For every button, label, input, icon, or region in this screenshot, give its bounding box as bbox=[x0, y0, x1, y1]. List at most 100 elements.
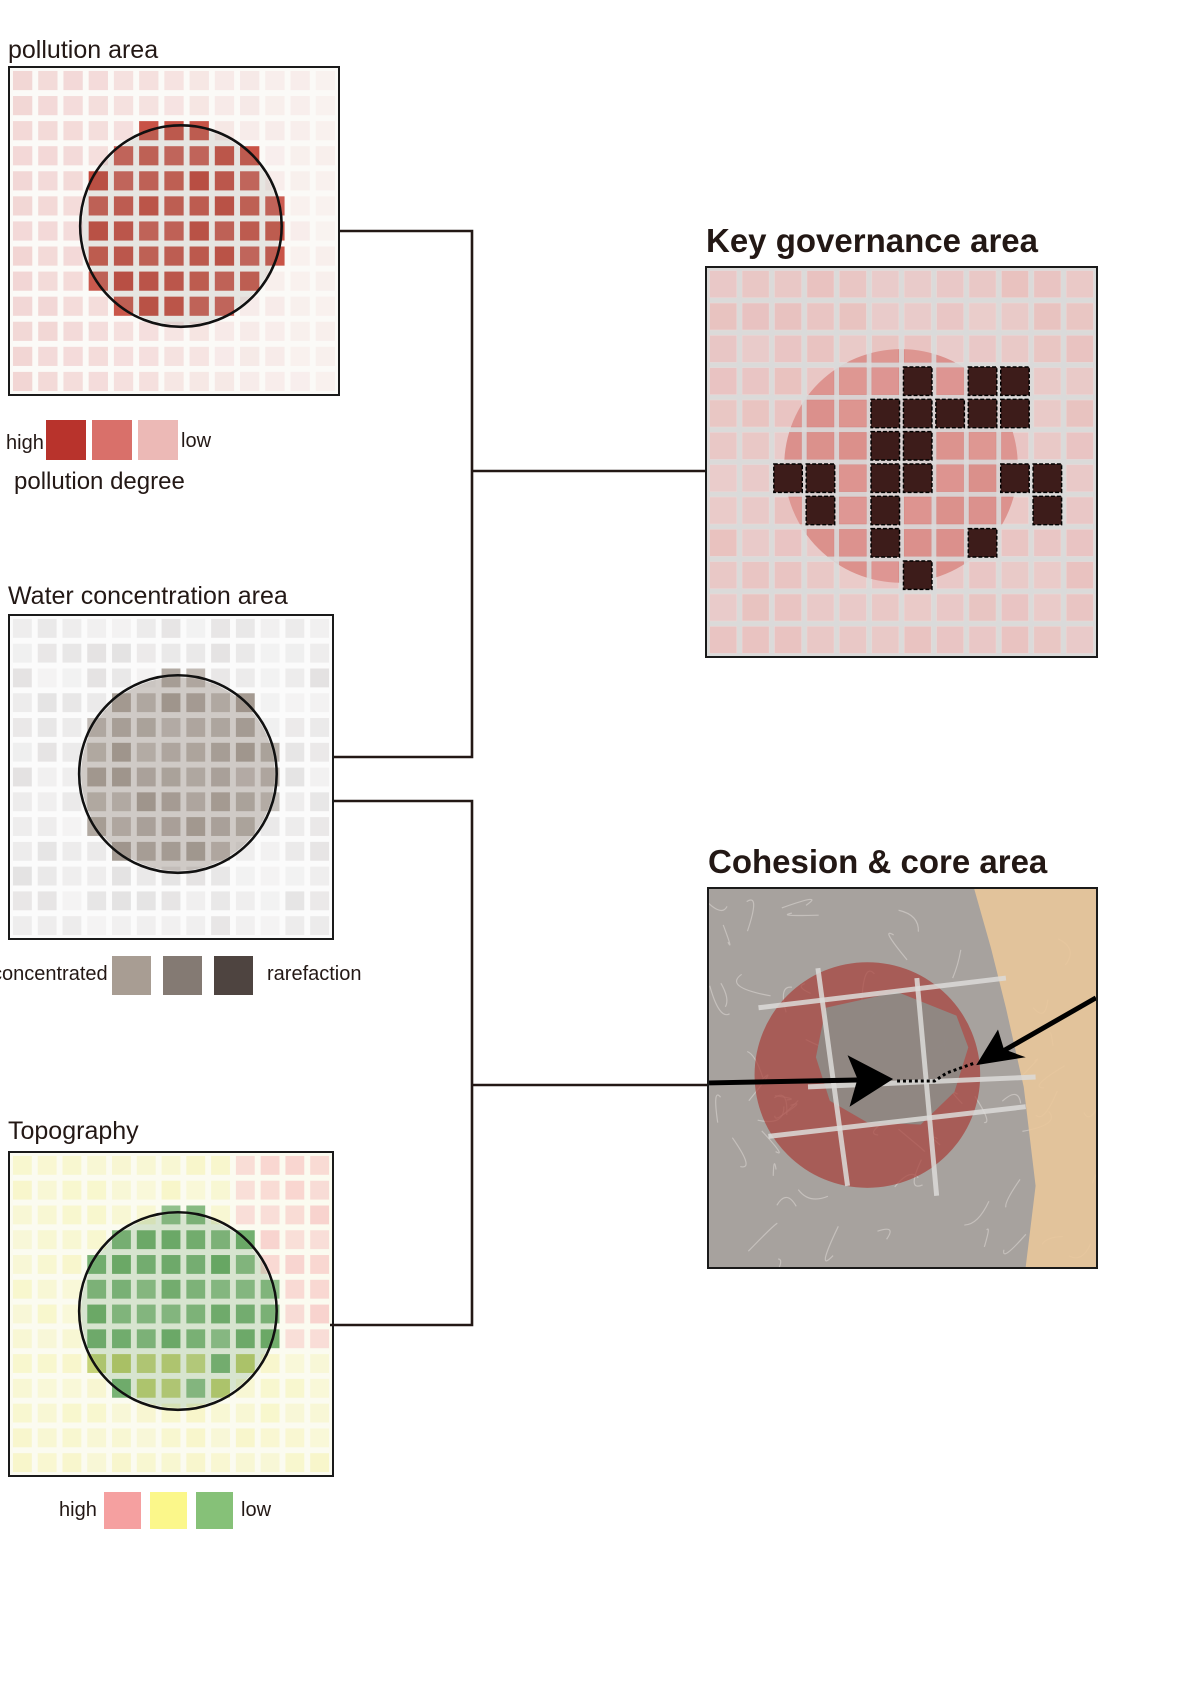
topography-cell bbox=[235, 1180, 255, 1200]
topography-map bbox=[8, 1151, 334, 1477]
pollution-cell bbox=[189, 146, 209, 166]
water-cell bbox=[37, 742, 57, 762]
pollution-cell bbox=[315, 246, 336, 266]
water-cell bbox=[285, 742, 305, 762]
pollution-cell bbox=[189, 70, 209, 91]
pollution-cell bbox=[139, 96, 159, 116]
cohesion-texture-stroke bbox=[786, 912, 819, 917]
pollution-cell bbox=[88, 196, 108, 216]
topography-cell bbox=[37, 1329, 57, 1349]
pollution-cell bbox=[290, 346, 310, 366]
key-cell bbox=[807, 303, 834, 330]
key-cell bbox=[839, 497, 867, 524]
key-cell bbox=[807, 270, 834, 298]
pollution-cell bbox=[265, 146, 285, 166]
topography-cell bbox=[186, 1255, 206, 1274]
water-cell bbox=[87, 718, 107, 737]
topography-cell bbox=[186, 1180, 206, 1200]
topography-cell bbox=[310, 1354, 330, 1373]
pollution-cell bbox=[290, 371, 310, 392]
water-cell bbox=[186, 792, 206, 812]
water-cell bbox=[112, 792, 131, 812]
topography-cell bbox=[260, 1354, 280, 1373]
pollution-cell bbox=[189, 296, 209, 316]
pollution-cell bbox=[38, 146, 58, 166]
key-cell bbox=[936, 561, 964, 589]
key-cell bbox=[872, 303, 899, 330]
water-cell bbox=[136, 693, 156, 713]
pollution-cell bbox=[12, 70, 33, 91]
topography-cell bbox=[112, 1180, 131, 1200]
water-cell bbox=[235, 767, 255, 787]
key-cell bbox=[969, 626, 996, 654]
pollution-cell bbox=[214, 321, 235, 341]
pollution-cell bbox=[315, 296, 336, 316]
cohesion-road bbox=[768, 1104, 1026, 1139]
water-cell bbox=[62, 618, 82, 638]
pollution-cell bbox=[139, 296, 159, 316]
key-cell bbox=[1066, 626, 1094, 654]
pollution-cell bbox=[113, 246, 134, 266]
pollution-cell bbox=[63, 121, 83, 141]
pollution-cell bbox=[214, 221, 235, 241]
pollution-cell bbox=[139, 196, 159, 216]
pollution-cell bbox=[88, 371, 108, 392]
key-cell bbox=[969, 303, 996, 330]
water-cell bbox=[235, 742, 255, 762]
topography-cell bbox=[12, 1329, 32, 1349]
key-cell bbox=[1034, 626, 1061, 654]
water-swatch-rarefaction bbox=[214, 956, 253, 995]
topography-cell bbox=[161, 1453, 181, 1473]
topography-cell bbox=[211, 1453, 230, 1473]
cohesion-road bbox=[914, 977, 940, 1196]
water-cell bbox=[161, 668, 181, 688]
water-cell bbox=[186, 693, 206, 713]
topography-cell bbox=[87, 1453, 107, 1473]
pollution-cell bbox=[88, 296, 108, 316]
water-cell bbox=[62, 767, 82, 787]
pollution-cell bbox=[265, 221, 285, 241]
water-cell bbox=[260, 817, 280, 836]
water-cell bbox=[161, 891, 181, 911]
key-cell bbox=[839, 335, 867, 363]
cohesion-texture-stroke bbox=[983, 1228, 989, 1248]
key-cell bbox=[904, 270, 931, 298]
water-cell bbox=[62, 916, 82, 936]
topography-cell bbox=[310, 1230, 330, 1250]
water-cell bbox=[285, 891, 305, 911]
topography-cell bbox=[235, 1205, 255, 1225]
water-cell bbox=[112, 767, 131, 787]
key-governance-cell bbox=[870, 495, 901, 526]
cohesion-texture-stroke bbox=[777, 1258, 782, 1267]
pollution-cell bbox=[139, 271, 159, 291]
pollution-cell bbox=[63, 146, 83, 166]
water-rarefaction-label: rarefaction bbox=[267, 963, 362, 985]
water-cell bbox=[12, 866, 32, 886]
key-cell bbox=[807, 626, 834, 654]
water-cell bbox=[161, 841, 181, 861]
pollution-cell bbox=[139, 371, 159, 392]
pollution-cell bbox=[63, 246, 83, 266]
topography-cell bbox=[12, 1180, 32, 1200]
water-cell bbox=[161, 792, 181, 812]
pollution-cell bbox=[189, 346, 209, 366]
water-cell bbox=[211, 767, 230, 787]
key-governance-cell bbox=[805, 463, 836, 494]
water-cell bbox=[136, 841, 156, 861]
key-governance-cell bbox=[1032, 463, 1063, 494]
water-cell bbox=[37, 767, 57, 787]
cohesion-diagram bbox=[709, 889, 1096, 1267]
water-cell bbox=[161, 742, 181, 762]
water-area-title: Water concentration area bbox=[8, 582, 288, 610]
key-cell bbox=[1066, 367, 1094, 395]
key-governance-cell bbox=[1032, 495, 1063, 526]
topography-cell bbox=[37, 1230, 57, 1250]
cohesion-texture-stroke bbox=[709, 902, 728, 912]
key-cell bbox=[774, 594, 802, 621]
water-cell bbox=[235, 866, 255, 886]
key-cell bbox=[936, 432, 964, 460]
key-governance-cell bbox=[902, 430, 933, 461]
water-cell bbox=[87, 767, 107, 787]
topography-cell bbox=[112, 1255, 131, 1274]
water-cell bbox=[186, 891, 206, 911]
